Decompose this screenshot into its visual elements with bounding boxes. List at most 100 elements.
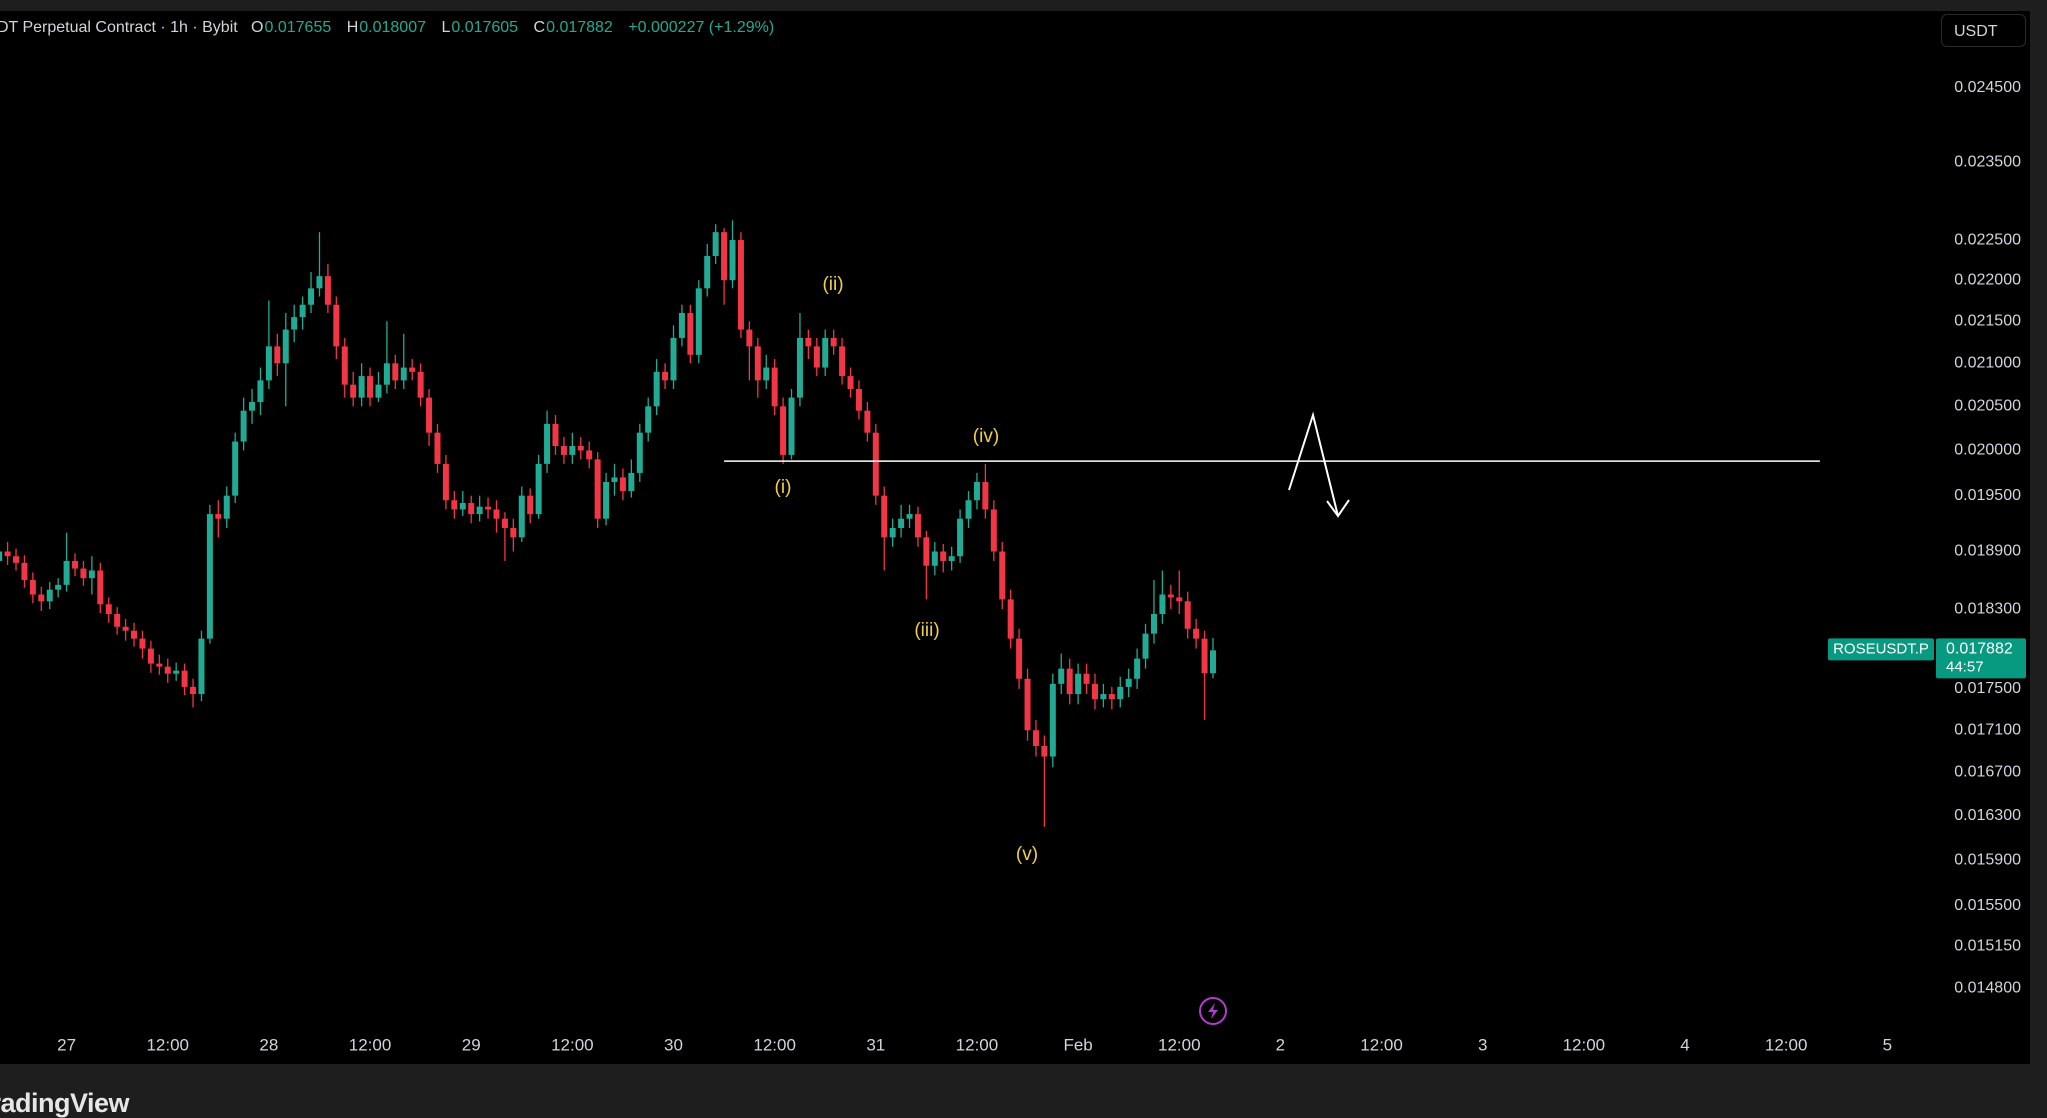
y-tick-label: 0.022000 bbox=[1954, 271, 2021, 288]
candle-body bbox=[645, 406, 652, 433]
x-tick-label: 4 bbox=[1680, 1035, 1689, 1054]
candle-body bbox=[1201, 638, 1208, 674]
candle-body bbox=[392, 363, 399, 381]
candle-body bbox=[1176, 597, 1183, 602]
candle-body bbox=[139, 638, 146, 649]
candle-body bbox=[190, 686, 197, 695]
y-tick-label: 0.018300 bbox=[1954, 600, 2021, 617]
candle-body bbox=[544, 423, 551, 464]
candle-body bbox=[881, 495, 888, 538]
candle-body bbox=[923, 537, 930, 566]
y-tick-label: 0.018900 bbox=[1954, 543, 2021, 560]
candle-body bbox=[105, 604, 112, 614]
candle-body bbox=[552, 423, 559, 446]
candle-body bbox=[1117, 686, 1124, 700]
candle-body bbox=[265, 346, 272, 381]
candle-body bbox=[46, 589, 53, 602]
x-tick-label: 12:00 bbox=[956, 1035, 999, 1054]
candle-body bbox=[914, 514, 921, 538]
candle-body bbox=[721, 232, 728, 281]
candle-body bbox=[350, 384, 357, 398]
candle-body bbox=[864, 410, 871, 433]
x-tick-label: 12:00 bbox=[1765, 1035, 1808, 1054]
candle-body bbox=[434, 432, 441, 464]
price-label: 0.017882 bbox=[1946, 641, 2013, 658]
candle-body bbox=[611, 477, 618, 482]
symbol-title: DT Perpetual Contract · 1h · Bybit bbox=[0, 19, 238, 36]
y-tick-label: 0.022500 bbox=[1954, 231, 2021, 248]
x-tick-label: 31 bbox=[866, 1035, 885, 1054]
ohlc-key: C bbox=[533, 19, 546, 36]
wave-label: (iv) bbox=[973, 426, 999, 447]
y-tick-label: 0.021000 bbox=[1954, 355, 2021, 372]
candle-body bbox=[847, 376, 854, 389]
candle-body bbox=[586, 450, 593, 460]
candle-body bbox=[805, 337, 812, 347]
candle-body bbox=[97, 570, 104, 605]
candle-body bbox=[982, 481, 989, 510]
y-tick-label: 0.024500 bbox=[1954, 79, 2021, 96]
candle-body bbox=[653, 371, 660, 407]
y-tick-label: 0.014800 bbox=[1954, 979, 2021, 996]
wave-label: (ii) bbox=[822, 274, 843, 295]
x-tick-label: 28 bbox=[259, 1035, 278, 1054]
wave-label: (v) bbox=[1016, 844, 1038, 865]
candle-body bbox=[577, 445, 584, 451]
candle-body bbox=[0, 551, 3, 561]
y-tick-label: 0.021500 bbox=[1954, 312, 2021, 329]
candle-body bbox=[560, 445, 567, 455]
wave-label: (i) bbox=[775, 477, 792, 498]
lightning-icon[interactable] bbox=[1199, 997, 1227, 1025]
symbol-label: ROSEUSDT.P bbox=[1833, 640, 1929, 657]
candle-body bbox=[594, 459, 601, 519]
price-label-box bbox=[1936, 638, 2026, 679]
candle-body bbox=[55, 584, 62, 590]
candle-body bbox=[999, 551, 1006, 600]
y-tick-label: 0.023500 bbox=[1954, 154, 2021, 171]
candle-body bbox=[1159, 594, 1166, 614]
candle-body bbox=[358, 376, 365, 398]
candle-body bbox=[476, 506, 483, 515]
candle-body bbox=[122, 626, 129, 631]
x-tick-label: 29 bbox=[462, 1035, 481, 1054]
candle-body bbox=[839, 346, 846, 377]
candle-body bbox=[1193, 628, 1200, 639]
candle-body bbox=[1049, 683, 1056, 757]
candle-body bbox=[678, 312, 685, 338]
x-tick-label: Feb bbox=[1063, 1035, 1092, 1054]
candle-body bbox=[662, 371, 669, 381]
candle-body bbox=[1134, 658, 1141, 679]
candle-body bbox=[704, 256, 711, 289]
candle-body bbox=[628, 472, 635, 492]
candle-body bbox=[771, 367, 778, 407]
candle-body bbox=[13, 556, 20, 563]
candle-body bbox=[291, 317, 298, 330]
ohlc-value: 0.018007 bbox=[359, 19, 426, 36]
candle-body bbox=[510, 528, 517, 538]
change-value: +0.000227 (+1.29%) bbox=[628, 19, 775, 36]
candle-body bbox=[1066, 668, 1073, 695]
candle-body bbox=[636, 432, 643, 473]
candle-body bbox=[274, 346, 281, 364]
lightning-glyph bbox=[1208, 1003, 1218, 1019]
candle-body bbox=[1150, 613, 1157, 634]
candle-body bbox=[729, 240, 736, 281]
candle-body bbox=[468, 502, 475, 515]
wave-label: (iii) bbox=[914, 620, 939, 641]
candle-body bbox=[973, 481, 980, 501]
x-tick-label: 12:00 bbox=[551, 1035, 594, 1054]
candle-body bbox=[1007, 599, 1014, 639]
currency-button[interactable]: USDT bbox=[1941, 14, 2026, 47]
candle-body bbox=[889, 528, 896, 538]
y-tick-label: 0.015900 bbox=[1954, 851, 2021, 868]
x-tick-label: 12:00 bbox=[1563, 1035, 1606, 1054]
candle-body bbox=[780, 406, 787, 455]
candle-body bbox=[400, 367, 407, 381]
candle-body bbox=[763, 367, 770, 381]
x-tick-label: 12:00 bbox=[1360, 1035, 1403, 1054]
candle-body bbox=[906, 514, 913, 519]
ohlc-key: L bbox=[441, 19, 451, 36]
candle-body bbox=[796, 337, 803, 398]
